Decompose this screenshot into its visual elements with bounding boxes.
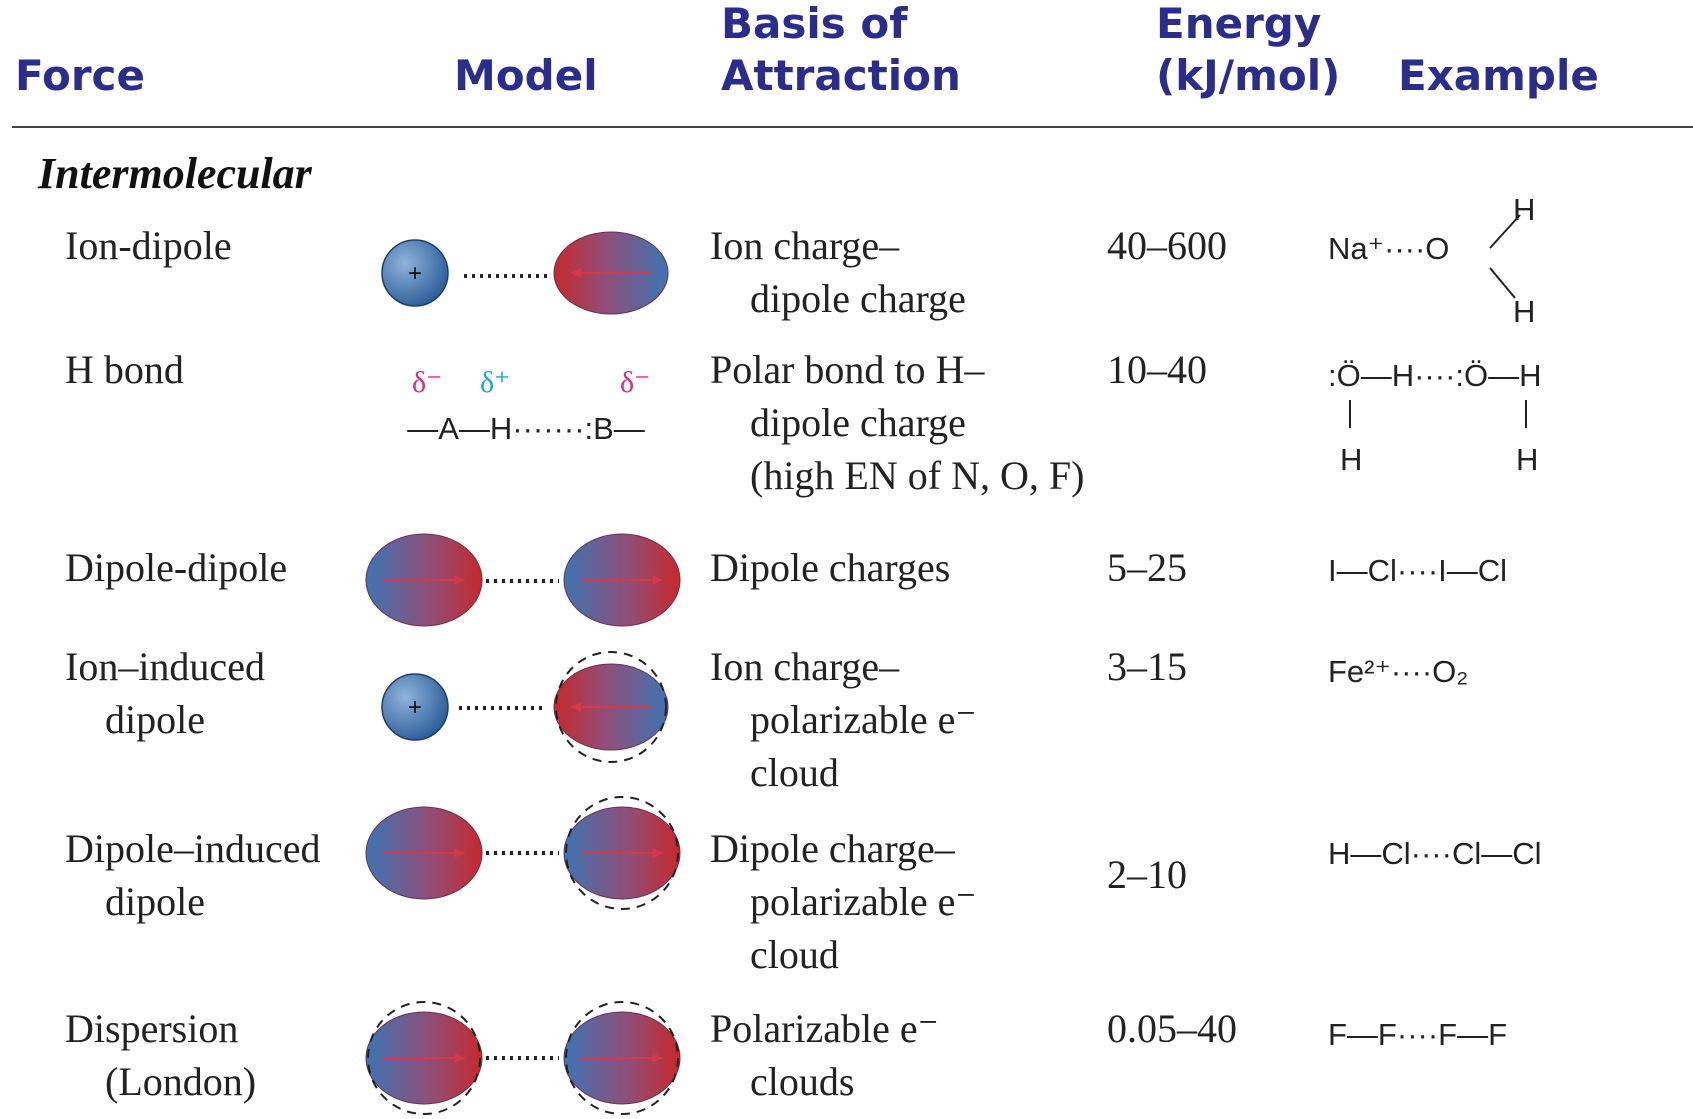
ion-sign: + (408, 694, 422, 721)
example-atom: H (1340, 442, 1362, 477)
example-formula: Fe²⁺····O₂ (1328, 654, 1468, 689)
basis-text: (high EN of N, O, F) (750, 453, 1084, 498)
example-atom: H (1513, 294, 1535, 329)
page: Force Model Basis ofAttraction Energy(kJ/mo… (0, 0, 1693, 1119)
basis-text: polarizable e⁻ (750, 697, 977, 742)
basis-text: cloud (750, 750, 839, 795)
partial-charge: δ⁻ (412, 366, 442, 399)
basis-text: Ion charge– (710, 644, 900, 689)
partial-charge: δ⁺ (480, 366, 510, 399)
energy-range: 0.05–40 (1107, 1006, 1237, 1051)
column-header: Energy (1156, 0, 1321, 48)
force-name: dipole (105, 697, 205, 742)
force-name: Dipole–induced (65, 826, 321, 871)
force-name: Ion-dipole (65, 223, 232, 268)
basis-text: Polarizable e⁻ (710, 1006, 939, 1051)
energy-range: 5–25 (1107, 545, 1187, 590)
force-name: (London) (105, 1059, 256, 1104)
force-name: dipole (105, 879, 205, 924)
energy-range: 2–10 (1107, 852, 1187, 897)
force-name: Dispersion (65, 1006, 238, 1051)
basis-text: dipole charge (750, 276, 966, 321)
example-formula: H—Cl····Cl—Cl (1328, 836, 1542, 871)
partial-charge: δ⁻ (620, 366, 650, 399)
ion-sign: + (408, 260, 422, 287)
column-header: Example (1398, 51, 1599, 100)
force-name: H bond (65, 347, 184, 392)
bond (1350, 400, 1526, 428)
basis-text: clouds (750, 1059, 854, 1104)
basis-text: cloud (750, 932, 839, 977)
energy-range: 10–40 (1107, 347, 1207, 392)
basis-text: Polar bond to H– (710, 347, 985, 392)
energy-range: 3–15 (1107, 644, 1187, 689)
force-name: Ion–induced (65, 644, 265, 689)
column-header: (kJ/mol) (1156, 51, 1340, 100)
force-name: Dipole-dipole (65, 545, 287, 590)
h-bond-model: —A—H·······:B— (407, 411, 645, 446)
basis-text: Dipole charges (710, 545, 950, 590)
energy-range: 40–600 (1107, 223, 1227, 268)
example-atom: H (1513, 192, 1535, 227)
bond (1490, 215, 1520, 298)
column-header: Basis of (721, 0, 908, 48)
example-formula: F—F····F—F (1328, 1017, 1507, 1052)
column-header: Force (15, 51, 145, 100)
column-header: Model (454, 51, 598, 100)
basis-text: polarizable e⁻ (750, 879, 977, 924)
example-formula: I—Cl····I—Cl (1328, 553, 1507, 588)
example-formula: Na⁺····O (1328, 231, 1449, 266)
section-title: Intermolecular (37, 149, 313, 198)
basis-text: Ion charge– (710, 223, 900, 268)
column-header: Attraction (721, 51, 961, 100)
basis-text: Dipole charge– (710, 826, 956, 871)
basis-text: dipole charge (750, 400, 966, 445)
example-atom: H (1516, 442, 1538, 477)
example-formula: :Ö—H····:Ö—H (1328, 358, 1542, 393)
